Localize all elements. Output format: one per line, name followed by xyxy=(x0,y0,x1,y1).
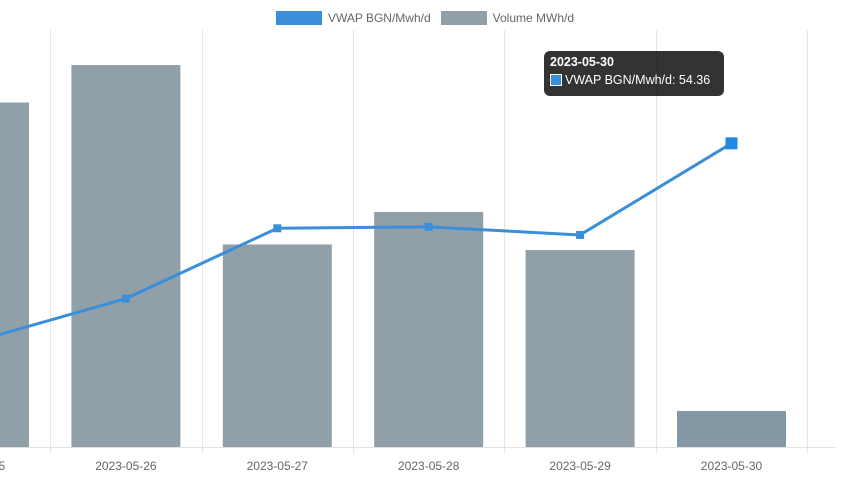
legend-item-vwap[interactable]: VWAP BGN/Mwh/d xyxy=(275,11,431,25)
tooltip-title: 2023-05-30 xyxy=(550,55,614,69)
volume-bar xyxy=(71,65,181,447)
legend-label-vwap: VWAP BGN/Mwh/d xyxy=(327,11,431,25)
x-tick-label: 2023-05-26 xyxy=(95,459,157,473)
legend-label-volume: Volume MWh/d xyxy=(492,11,575,25)
x-tick-label: 2023-05-25 xyxy=(0,459,6,473)
vwap-point xyxy=(273,224,282,233)
volume-bar xyxy=(677,410,786,447)
volume-bar xyxy=(0,102,29,448)
tooltip-label: VWAP BGN/Mwh/d: 54.36 xyxy=(565,73,711,87)
x-tick-label: 2023-05-30 xyxy=(701,459,763,473)
vwap-point xyxy=(121,294,130,303)
volume-bar xyxy=(374,211,484,447)
legend-item-volume[interactable]: Volume MWh/d xyxy=(440,11,575,25)
vwap-point xyxy=(725,137,738,150)
vwap-point xyxy=(424,222,433,231)
legend-swatch-vwap xyxy=(275,11,322,25)
chart-legend: VWAP BGN/Mwh/d Volume MWh/d xyxy=(0,8,850,28)
x-tick-label: 2023-05-29 xyxy=(549,459,611,473)
vwap-line xyxy=(0,142,733,336)
x-tick-label: 2023-05-27 xyxy=(247,459,309,473)
x-tick-label: 2023-05-28 xyxy=(398,459,460,473)
volume-bar xyxy=(222,244,332,447)
vwap-point xyxy=(576,230,585,239)
legend-swatch-volume xyxy=(440,11,487,25)
tooltip-row: VWAP BGN/Mwh/d: 54.36 xyxy=(550,73,718,87)
volume-bar xyxy=(525,250,635,447)
chart-tooltip: 2023-05-30 VWAP BGN/Mwh/d: 54.36 xyxy=(544,51,724,96)
tooltip-swatch xyxy=(550,74,562,86)
